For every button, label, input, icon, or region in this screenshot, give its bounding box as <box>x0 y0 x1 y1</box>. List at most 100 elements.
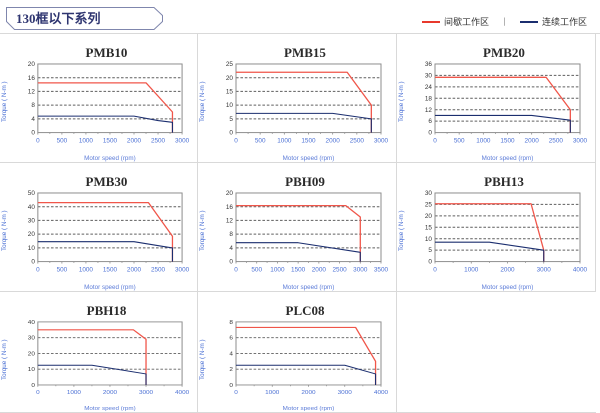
svg-text:10: 10 <box>226 102 234 109</box>
svg-text:0: 0 <box>229 382 233 389</box>
svg-text:500: 500 <box>255 137 266 144</box>
svg-text:12: 12 <box>28 89 36 96</box>
svg-text:3000: 3000 <box>374 137 389 144</box>
svg-text:3000: 3000 <box>353 266 368 273</box>
svg-text:30: 30 <box>425 190 433 197</box>
svg-text:5: 5 <box>229 116 233 123</box>
svg-text:1000: 1000 <box>79 137 94 144</box>
svg-text:2000: 2000 <box>500 266 515 273</box>
svg-text:40: 40 <box>28 204 36 211</box>
svg-text:0: 0 <box>36 137 40 144</box>
svg-text:Motor speed (rpm): Motor speed (rpm) <box>482 284 534 291</box>
svg-text:2500: 2500 <box>332 266 347 273</box>
svg-text:0: 0 <box>428 259 432 266</box>
svg-text:8: 8 <box>31 102 35 109</box>
svg-text:3000: 3000 <box>537 266 552 273</box>
svg-text:500: 500 <box>57 137 68 144</box>
svg-text:30: 30 <box>425 73 433 80</box>
svg-text:Motor speed (rpm): Motor speed (rpm) <box>482 155 534 162</box>
svg-text:2000: 2000 <box>127 266 142 273</box>
svg-text:0: 0 <box>36 390 40 396</box>
svg-text:12: 12 <box>226 218 234 225</box>
svg-text:36: 36 <box>425 61 433 68</box>
svg-text:6: 6 <box>229 335 233 342</box>
svg-text:25: 25 <box>425 202 433 209</box>
svg-text:3000: 3000 <box>139 390 154 396</box>
svg-text:4000: 4000 <box>175 390 190 396</box>
svg-text:4000: 4000 <box>573 266 588 273</box>
svg-text:20: 20 <box>226 75 234 82</box>
svg-text:0: 0 <box>234 389 238 396</box>
svg-text:0: 0 <box>433 137 437 144</box>
svg-text:3500: 3500 <box>374 266 389 273</box>
svg-text:1500: 1500 <box>301 137 316 144</box>
svg-text:Motor speed (rpm): Motor speed (rpm) <box>283 284 335 291</box>
svg-text:Motor speed (rpm): Motor speed (rpm) <box>283 155 335 162</box>
svg-text:16: 16 <box>226 204 234 211</box>
svg-text:2000: 2000 <box>312 266 327 273</box>
svg-text:20: 20 <box>425 213 433 220</box>
svg-text:Motor speed (rpm): Motor speed (rpm) <box>84 406 135 412</box>
svg-text:2500: 2500 <box>151 266 166 273</box>
svg-text:4000: 4000 <box>374 389 389 396</box>
svg-text:20: 20 <box>28 231 36 238</box>
svg-text:1500: 1500 <box>103 266 118 273</box>
svg-text:Motor speed (rpm): Motor speed (rpm) <box>283 406 335 412</box>
svg-text:1000: 1000 <box>265 389 280 396</box>
svg-text:1000: 1000 <box>79 266 94 273</box>
svg-text:4: 4 <box>229 351 233 358</box>
svg-text:15: 15 <box>425 224 433 231</box>
svg-text:0: 0 <box>234 266 238 273</box>
svg-text:1000: 1000 <box>464 266 479 273</box>
svg-text:3000: 3000 <box>175 266 190 273</box>
svg-text:15: 15 <box>226 89 234 96</box>
svg-text:4: 4 <box>229 245 233 252</box>
svg-text:20: 20 <box>226 190 234 197</box>
svg-text:10: 10 <box>425 236 433 243</box>
svg-text:3000: 3000 <box>573 137 588 144</box>
svg-text:30: 30 <box>28 218 36 225</box>
svg-text:1000: 1000 <box>270 266 285 273</box>
svg-text:2500: 2500 <box>350 137 365 144</box>
svg-text:0: 0 <box>36 266 40 273</box>
svg-text:1500: 1500 <box>103 137 118 144</box>
svg-text:6: 6 <box>428 118 432 125</box>
svg-text:24: 24 <box>425 84 433 91</box>
svg-text:40: 40 <box>28 320 36 326</box>
svg-text:1000: 1000 <box>277 137 292 144</box>
svg-text:25: 25 <box>226 61 234 68</box>
svg-text:30: 30 <box>28 336 36 342</box>
svg-text:2000: 2000 <box>301 389 316 396</box>
svg-text:0: 0 <box>31 383 35 389</box>
svg-text:2000: 2000 <box>103 390 118 396</box>
svg-text:0: 0 <box>229 130 233 137</box>
svg-text:10: 10 <box>28 367 36 373</box>
svg-text:500: 500 <box>57 266 68 273</box>
svg-text:12: 12 <box>425 107 433 114</box>
svg-text:2000: 2000 <box>326 137 341 144</box>
svg-text:18: 18 <box>425 95 433 102</box>
svg-text:20: 20 <box>28 352 36 358</box>
svg-text:10: 10 <box>28 245 36 252</box>
svg-text:50: 50 <box>28 190 36 197</box>
svg-text:2500: 2500 <box>151 137 166 144</box>
svg-text:3000: 3000 <box>338 389 353 396</box>
svg-text:2: 2 <box>229 366 233 373</box>
svg-text:0: 0 <box>428 130 432 137</box>
svg-text:20: 20 <box>28 61 36 68</box>
svg-text:16: 16 <box>28 75 36 82</box>
svg-text:Motor speed (rpm): Motor speed (rpm) <box>84 284 136 291</box>
svg-text:4: 4 <box>31 116 35 123</box>
svg-text:1500: 1500 <box>500 137 515 144</box>
svg-text:3000: 3000 <box>175 137 190 144</box>
svg-text:1000: 1000 <box>476 137 491 144</box>
svg-text:8: 8 <box>229 319 233 326</box>
svg-text:8: 8 <box>229 231 233 238</box>
svg-text:0: 0 <box>234 137 238 144</box>
svg-text:0: 0 <box>433 266 437 273</box>
svg-text:Motor speed (rpm): Motor speed (rpm) <box>84 155 136 162</box>
svg-text:5: 5 <box>428 247 432 254</box>
svg-text:1500: 1500 <box>291 266 306 273</box>
svg-text:2500: 2500 <box>549 137 564 144</box>
svg-text:2000: 2000 <box>525 137 540 144</box>
